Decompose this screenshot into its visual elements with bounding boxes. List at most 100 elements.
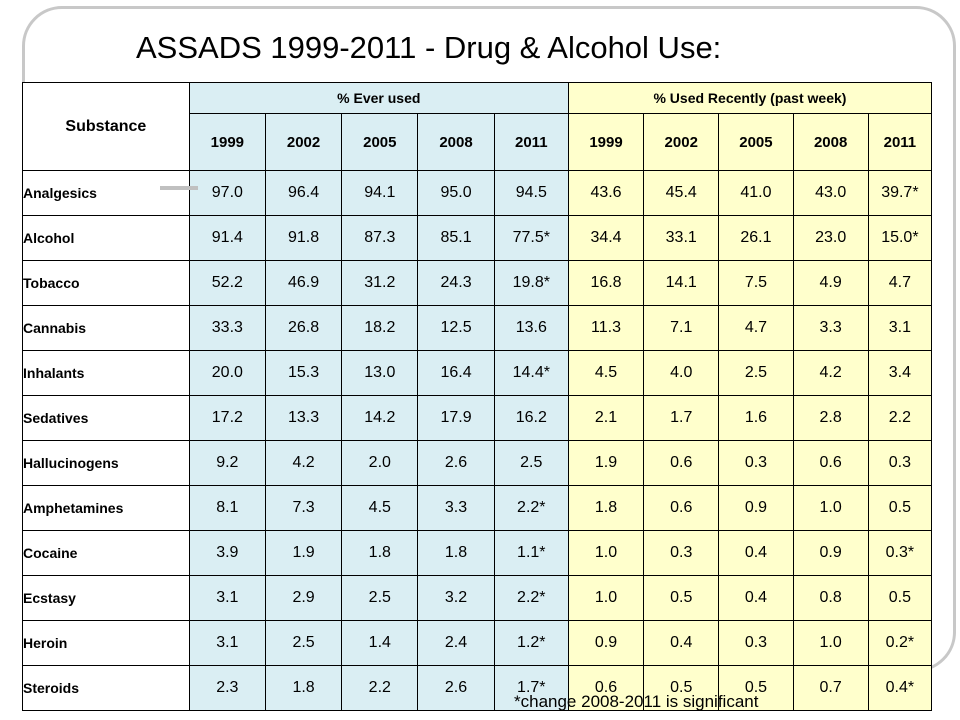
substance-name: Hallucinogens [22,440,190,486]
year-header: 2008 [417,113,495,171]
recent-use-value: 0.6 [567,665,645,711]
recent-use-value: 11.3 [567,305,645,351]
ever-used-value: 16.4 [417,350,495,396]
ever-used-value: 33.3 [188,305,266,351]
ever-used-value: 1.1* [493,530,569,576]
ever-used-value: 18.2 [341,305,419,351]
recent-use-value: 0.3 [718,440,794,486]
recent-use-value: 0.5 [643,665,720,711]
recent-use-value: 4.2 [792,350,869,396]
year-header: 2002 [264,113,343,171]
ever-used-value: 94.5 [493,170,569,216]
year-header: 1999 [567,113,645,171]
recent-use-value: 0.3 [867,440,933,486]
ever-used-value: 52.2 [188,260,266,306]
table-row: Tobacco 52.2 46.9 31.2 24.3 19.8* 16.8 14.1 7.5 4… [22,260,933,306]
recent-use-value: 0.5 [867,485,933,531]
recent-use-value: 33.1 [643,215,720,261]
year-header: 1999 [188,113,266,171]
ever-used-value: 31.2 [341,260,419,306]
ever-used-value: 94.1 [341,170,419,216]
year-header: 2005 [718,113,794,171]
recent-use-value: 0.3 [718,620,794,666]
substance-name: Tobacco [22,260,190,306]
drug-use-table: Substance % Ever used % Used Recently (p… [22,82,933,711]
recent-use-value: 0.9 [567,620,645,666]
recent-use-value: 0.9 [792,530,869,576]
ever-used-value: 1.8 [417,530,495,576]
recent-use-value: 0.9 [718,485,794,531]
ever-used-value: 17.9 [417,395,495,441]
recent-use-value: 26.1 [718,215,794,261]
table-row: Hallucinogens 9.2 4.2 2.0 2.6 2.5 1.9 0.6 0.3 0.6… [22,440,933,486]
ever-used-value: 19.8* [493,260,569,306]
table-row: Cannabis 33.3 26.8 18.2 12.5 13.6 11.3 7.1 4.7 3.… [22,305,933,351]
ever-used-value: 2.0 [341,440,419,486]
table-row: Amphetamines 8.1 7.3 4.5 3.3 2.2* 1.8 0.6 0.9 1.0… [22,485,933,531]
table-row: Ecstasy 3.1 2.9 2.5 3.2 2.2* 1.0 0.5 0.4 0.8 0.5 [22,575,933,621]
table-row: Cocaine 3.9 1.9 1.8 1.8 1.1* 1.0 0.3 0.4 0.9 0.3* [22,530,933,576]
ever-used-value: 2.5 [264,620,343,666]
ever-used-value: 14.2 [341,395,419,441]
substance-name: Inhalants [22,350,190,396]
year-header: 2011 [867,113,933,171]
table-row: Sedatives 17.2 13.3 14.2 17.9 16.2 2.1 1.7 1.6 2.… [22,395,933,441]
ever-used-value: 9.2 [188,440,266,486]
substance-name: Heroin [22,620,190,666]
recent-use-value: 16.8 [567,260,645,306]
recent-use-value: 1.9 [567,440,645,486]
table-body: Analgesics 97.0 96.4 94.1 95.0 94.5 43.6 45.4 41… [22,170,933,711]
table-row: Analgesics 97.0 96.4 94.1 95.0 94.5 43.6 45.4 41… [22,170,933,216]
ever-used-value: 2.5 [493,440,569,486]
recent-use-value: 2.5 [718,350,794,396]
ever-used-header: % Ever used [188,82,569,114]
recent-use-value: 0.7 [792,665,869,711]
ever-used-value: 2.2* [493,575,569,621]
ever-used-value: 7.3 [264,485,343,531]
recent-use-value: 2.2 [867,395,933,441]
ever-used-value: 85.1 [417,215,495,261]
ever-used-value: 2.9 [264,575,343,621]
recent-use-value: 0.4* [867,665,933,711]
recent-use-value: 1.7 [643,395,720,441]
recent-use-value: 14.1 [643,260,720,306]
recent-use-value: 0.5 [867,575,933,621]
group-header-row: Substance % Ever used % Used Recently (p… [22,82,933,171]
recent-use-value: 3.3 [792,305,869,351]
ever-used-value: 26.8 [264,305,343,351]
ever-used-value: 13.0 [341,350,419,396]
ever-used-value: 8.1 [188,485,266,531]
recent-use-value: 4.7 [867,260,933,306]
recent-use-value: 0.2* [867,620,933,666]
recent-use-value: 0.6 [643,485,720,531]
recent-use-value: 0.6 [643,440,720,486]
ever-used-value: 1.2* [493,620,569,666]
recent-use-value: 15.0* [867,215,933,261]
ever-used-value: 1.8 [341,530,419,576]
recent-use-value: 0.4 [718,530,794,576]
ever-used-value: 1.9 [264,530,343,576]
recent-use-value: 0.4 [643,620,720,666]
table-row: Heroin 3.1 2.5 1.4 2.4 1.2* 0.9 0.4 0.3 1.0 0.2* [22,620,933,666]
ever-used-value: 13.6 [493,305,569,351]
recent-use-value: 2.8 [792,395,869,441]
connector-line [160,186,198,190]
ever-used-value: 3.1 [188,575,266,621]
ever-used-value: 2.3 [188,665,266,711]
recent-use-value: 7.5 [718,260,794,306]
recent-use-value: 41.0 [718,170,794,216]
recent-use-value: 34.4 [567,215,645,261]
recent-use-value: 4.7 [718,305,794,351]
recent-use-value: 3.1 [867,305,933,351]
recent-use-value: 7.1 [643,305,720,351]
recent-use-value: 43.0 [792,170,869,216]
ever-used-value: 1.4 [341,620,419,666]
ever-used-value: 1.7* [493,665,569,711]
ever-used-value: 14.4* [493,350,569,396]
substance-name: Alcohol [22,215,190,261]
ever-used-value: 20.0 [188,350,266,396]
recent-use-value: 43.6 [567,170,645,216]
year-header: 2008 [792,113,869,171]
year-header-row: 1999 2002 2005 2008 2011 1999 2002 2005 … [23,113,933,171]
year-header: 2011 [493,113,569,171]
